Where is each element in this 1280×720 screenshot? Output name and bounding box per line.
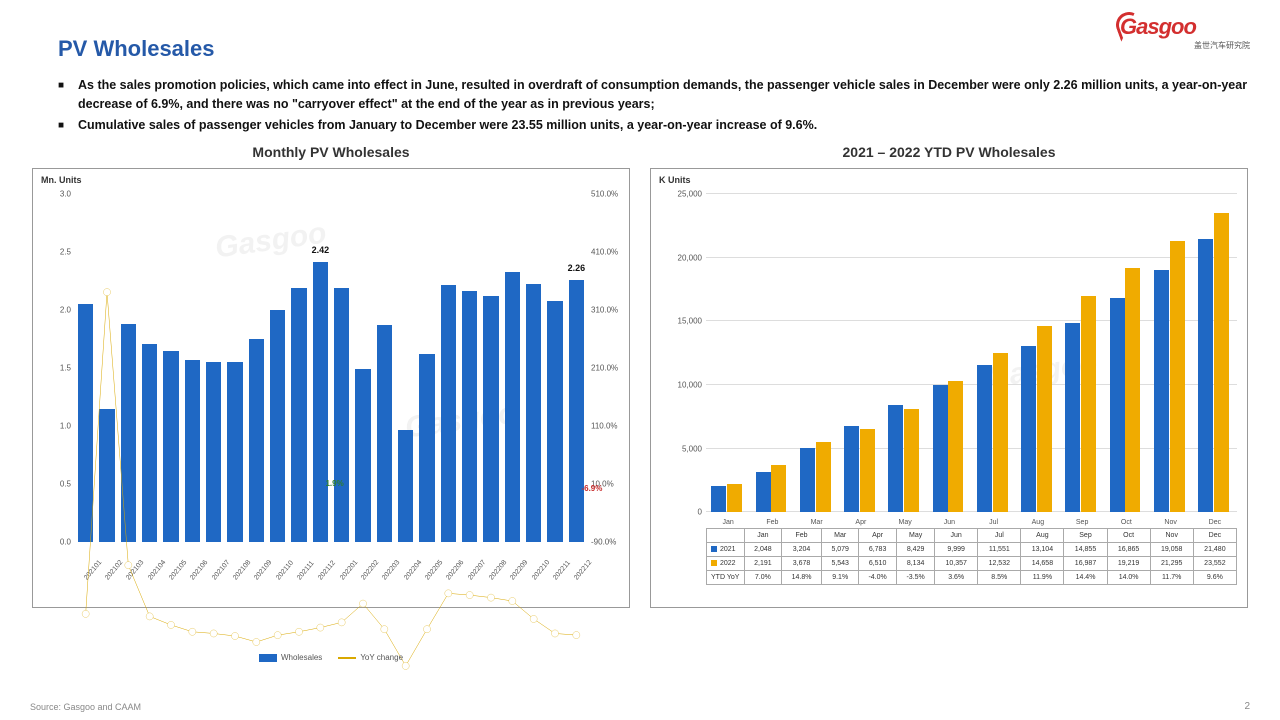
page-title: PV Wholesales (58, 36, 1250, 62)
ytd-bar (1125, 268, 1140, 512)
ytd-plot-area: Gasgoo 05,00010,00015,00020,00025,000Jan… (706, 194, 1237, 512)
ytd-bar (816, 442, 831, 513)
ytd-chart: K Units Gasgoo 05,00010,00015,00020,0002… (650, 168, 1248, 608)
ytd-bar (1170, 241, 1185, 512)
ytd-data-table: JanFebMarAprMayJunJulAugSepOctNovDec2021… (706, 528, 1237, 585)
monthly-legend: WholesalesYoY change (33, 653, 629, 662)
bullet-1: As the sales promotion policies, which c… (58, 76, 1250, 114)
ytd-bar (711, 486, 726, 512)
page-number: 2 (1244, 701, 1250, 712)
ytd-bar (977, 365, 992, 512)
ytd-bar (844, 426, 859, 512)
ytd-bar (993, 353, 1008, 512)
ytd-bar (888, 405, 903, 512)
ytd-bar (904, 409, 919, 512)
summary-bullets: As the sales promotion policies, which c… (58, 76, 1250, 134)
ytd-bar (727, 484, 742, 512)
ytd-bar (1037, 326, 1052, 512)
ytd-bar (1065, 323, 1080, 512)
ytd-bar (1154, 270, 1169, 512)
left-y-axis-label: Mn. Units (41, 175, 82, 185)
ytd-bar (1214, 213, 1229, 513)
ytd-chart-panel: 2021 – 2022 YTD PV Wholesales K Units Ga… (650, 144, 1248, 608)
brand-logo: Gasgoo 盖世汽车研究院 (1120, 14, 1250, 46)
ytd-bar (1021, 346, 1036, 513)
monthly-chart-panel: Monthly PV Wholesales Mn. Units Gasgoo G… (32, 144, 630, 608)
logo-subtext: 盖世汽车研究院 (1120, 40, 1250, 51)
source-citation: Source: Gasgoo and CAAM (30, 702, 141, 712)
monthly-chart: Mn. Units Gasgoo Gasgoo 0.00.51.01.52.02… (32, 168, 630, 608)
ytd-bar (933, 385, 948, 512)
monthly-chart-title: Monthly PV Wholesales (32, 144, 630, 160)
ytd-bar (860, 429, 875, 512)
bullet-2: Cumulative sales of passenger vehicles f… (58, 116, 1250, 135)
monthly-plot-area: Gasgoo Gasgoo 0.00.51.01.52.02.53.0-90.0… (75, 194, 587, 542)
ytd-bar (771, 465, 786, 512)
ytd-chart-title: 2021 – 2022 YTD PV Wholesales (650, 144, 1248, 160)
ytd-bar (948, 381, 963, 513)
ytd-bar (800, 448, 815, 513)
right-y-axis-label: K Units (659, 175, 691, 185)
ytd-bar (756, 472, 771, 513)
ytd-bar (1081, 296, 1096, 512)
ytd-bar (1198, 239, 1213, 512)
ytd-bar (1110, 298, 1125, 513)
